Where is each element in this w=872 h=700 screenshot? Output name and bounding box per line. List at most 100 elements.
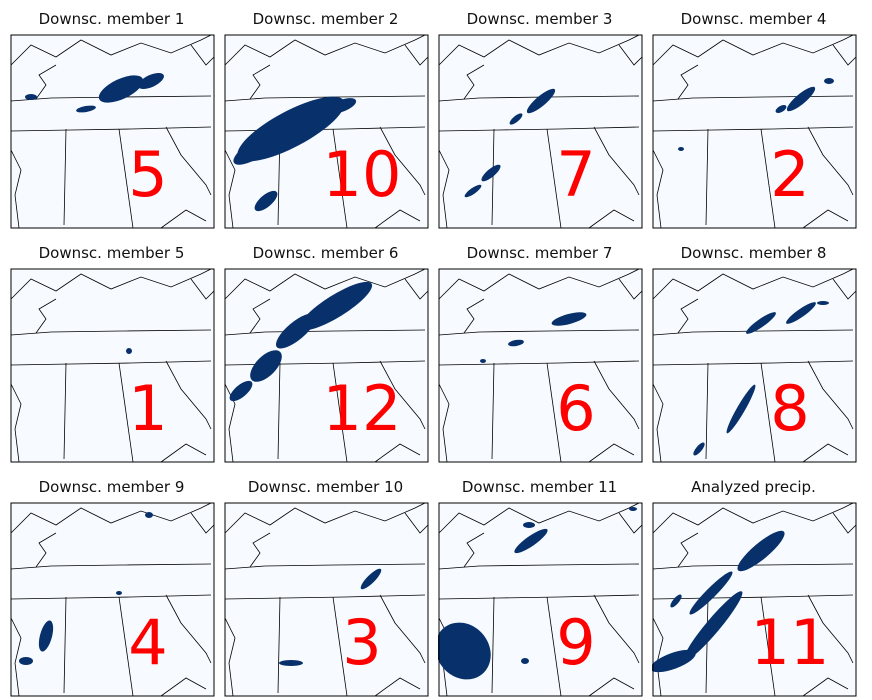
- state-border: [224, 268, 426, 300]
- precip-area: [464, 184, 482, 198]
- state-border: [677, 298, 699, 334]
- state-border: [652, 360, 854, 366]
- map-background: [439, 269, 642, 462]
- panel-title: Downsc. member 11: [461, 478, 618, 496]
- state-border: [249, 298, 271, 334]
- panel-title: Downsc. member 3: [466, 10, 613, 28]
- precip-area: [746, 312, 776, 334]
- precip-area: [275, 313, 317, 349]
- state-border: [588, 443, 635, 463]
- state-border: [165, 126, 212, 196]
- rank-label: 8: [770, 372, 809, 445]
- precip-area: [25, 94, 37, 100]
- panel-title: Downsc. member 10: [247, 478, 404, 496]
- state-border: [438, 268, 640, 300]
- state-border: [588, 677, 635, 697]
- panel-title: Downsc. member 6: [252, 244, 399, 262]
- map-svg: 11: [652, 502, 857, 697]
- map-panel: 6: [438, 268, 643, 463]
- panel-title: Downsc. member 4: [680, 10, 827, 28]
- state-border: [10, 149, 22, 229]
- state-border: [652, 268, 854, 300]
- state-border: [332, 362, 348, 463]
- precip-area: [299, 281, 373, 331]
- rank-label: 11: [751, 606, 830, 679]
- map-frame: [438, 268, 643, 463]
- state-border: [807, 126, 854, 196]
- map-background: [653, 269, 856, 462]
- state-border: [652, 502, 854, 534]
- state-border: [249, 532, 271, 568]
- map-panel: 10: [224, 34, 429, 229]
- state-border: [277, 362, 281, 460]
- precip-area: [98, 75, 144, 103]
- state-border: [224, 502, 426, 534]
- panel-title: Downsc. member 7: [466, 244, 613, 262]
- precip-area: [38, 620, 54, 652]
- precip-area: [438, 622, 491, 680]
- state-border: [705, 128, 709, 226]
- state-border: [118, 362, 134, 463]
- precip-area: [19, 657, 33, 665]
- state-border: [832, 512, 857, 534]
- state-border: [438, 329, 640, 336]
- map-svg: 1: [10, 268, 215, 463]
- precip-area: [652, 649, 696, 673]
- state-border: [160, 677, 207, 697]
- state-border: [224, 149, 236, 229]
- map-svg: 3: [224, 502, 429, 697]
- state-border: [10, 360, 212, 366]
- map-frame: [224, 268, 429, 463]
- state-border: [224, 563, 426, 570]
- state-border: [404, 44, 429, 66]
- state-border: [832, 278, 857, 300]
- state-border: [165, 594, 212, 664]
- state-border: [332, 128, 348, 229]
- state-border: [10, 329, 212, 336]
- map-frame: [224, 34, 429, 229]
- state-border: [832, 44, 857, 66]
- precip-area: [775, 105, 787, 113]
- map-svg: 8: [652, 268, 857, 463]
- state-border: [807, 594, 854, 664]
- panel-title: Downsc. member 2: [252, 10, 399, 28]
- precip-area: [481, 164, 501, 182]
- map-frame: [10, 268, 215, 463]
- state-border: [491, 362, 495, 460]
- precip-area: [551, 312, 587, 326]
- precip-area: [786, 86, 816, 112]
- precip-area: [116, 591, 122, 595]
- precip-area: [683, 591, 743, 661]
- map-background: [11, 269, 214, 462]
- state-border: [10, 502, 212, 534]
- state-border: [652, 617, 664, 697]
- precip-area: [817, 301, 829, 305]
- precip-area: [325, 98, 357, 114]
- map-panel: 9: [438, 502, 643, 697]
- map-frame: [10, 502, 215, 697]
- map-panel: 12: [224, 268, 429, 463]
- precip-area: [786, 302, 816, 324]
- map-svg: 6: [438, 268, 643, 463]
- map-background: [653, 35, 856, 228]
- map-frame: [652, 34, 857, 229]
- state-border: [618, 44, 643, 66]
- state-border: [438, 594, 640, 600]
- panel-title: Analyzed precip.: [691, 478, 816, 496]
- state-border: [438, 383, 450, 463]
- state-border: [546, 128, 562, 229]
- state-border: [404, 512, 429, 534]
- precip-area: [737, 530, 785, 572]
- map-background: [225, 503, 428, 696]
- map-svg: 4: [10, 502, 215, 697]
- state-border: [379, 594, 426, 664]
- state-border: [190, 44, 215, 66]
- precip-area: [726, 384, 756, 434]
- state-border: [379, 126, 426, 196]
- state-border: [10, 563, 212, 570]
- state-border: [802, 677, 849, 697]
- map-background: [439, 35, 642, 228]
- precip-area: [629, 507, 637, 511]
- precip-area: [693, 442, 705, 456]
- map-frame: [10, 34, 215, 229]
